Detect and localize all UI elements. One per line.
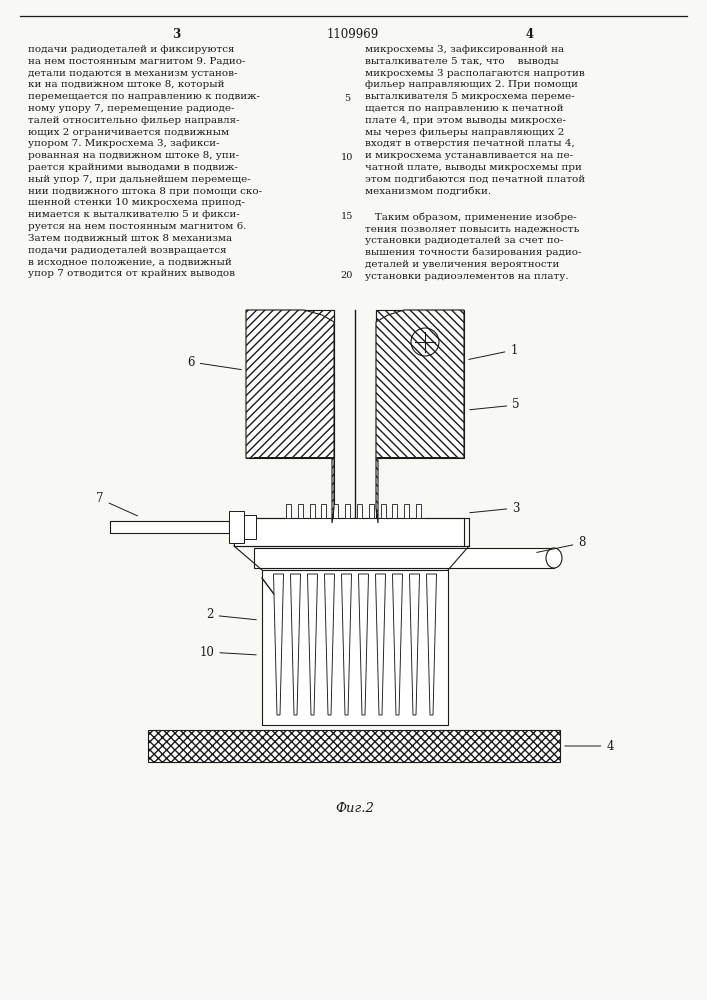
Text: Затем подвижный шток 8 механизма: Затем подвижный шток 8 механизма (28, 234, 232, 243)
Polygon shape (392, 574, 402, 715)
Text: плате 4, при этом выводы микросхе-: плате 4, при этом выводы микросхе- (365, 116, 566, 125)
Polygon shape (254, 458, 334, 523)
Text: выталкивателе 5 так, что    выводы: выталкивателе 5 так, что выводы (365, 57, 559, 66)
Bar (262, 570, 448, 725)
Text: шенной стенки 10 микросхема припод-: шенной стенки 10 микросхема припод- (28, 198, 245, 207)
Text: щается по направлению к печатной: щается по направлению к печатной (365, 104, 563, 113)
Text: в исходное положение, а подвижный: в исходное положение, а подвижный (28, 257, 232, 266)
Text: упором 7. Микросхема 3, зафикси-: упором 7. Микросхема 3, зафикси- (28, 139, 219, 148)
Text: и микросхема устанавливается на пе-: и микросхема устанавливается на пе- (365, 151, 573, 160)
Text: 4: 4 (565, 740, 614, 752)
Text: 15: 15 (341, 212, 354, 221)
Polygon shape (375, 574, 385, 715)
Polygon shape (274, 574, 284, 715)
Text: 1: 1 (469, 344, 518, 359)
Bar (246, 310, 334, 458)
Polygon shape (308, 574, 317, 715)
Bar (357, 504, 362, 518)
Text: перемещается по направлению к подвиж-: перемещается по направлению к подвиж- (28, 92, 260, 101)
Text: 3: 3 (469, 502, 520, 514)
Text: вышения точности базирования радио-: вышения точности базирования радио- (365, 248, 581, 257)
Text: тения позволяет повысить надежность: тения позволяет повысить надежность (365, 224, 579, 233)
Text: детали подаются в механизм установ-: детали подаются в механизм установ- (28, 69, 238, 78)
Text: ный упор 7, при дальнейшем перемеще-: ный упор 7, при дальнейшем перемеще- (28, 175, 251, 184)
Bar (416, 504, 421, 518)
Bar (333, 504, 339, 518)
Text: микросхемы 3, зафиксированной на: микросхемы 3, зафиксированной на (365, 45, 564, 54)
Ellipse shape (546, 548, 562, 568)
Text: деталей и увеличения вероятности: деталей и увеличения вероятности (365, 260, 559, 269)
Text: микросхемы 3 располагаются напротив: микросхемы 3 располагаются напротив (365, 69, 585, 78)
Bar (369, 504, 374, 518)
Text: 7: 7 (96, 492, 137, 516)
Bar (380, 504, 385, 518)
Text: Фиг.2: Фиг.2 (336, 802, 375, 815)
Bar (310, 504, 315, 518)
Polygon shape (358, 574, 368, 715)
Polygon shape (426, 574, 436, 715)
Text: чатной плате, выводы микросхемы при: чатной плате, выводы микросхемы при (365, 163, 582, 172)
Text: рается крайними выводами в подвиж-: рается крайними выводами в подвиж- (28, 163, 238, 172)
Text: ющих 2 ограничивается подвижным: ющих 2 ограничивается подвижным (28, 128, 229, 137)
Text: механизмом подгибки.: механизмом подгибки. (365, 187, 491, 196)
Text: 20: 20 (341, 271, 354, 280)
Text: на нем постоянным магнитом 9. Радио-: на нем постоянным магнитом 9. Радио- (28, 57, 245, 66)
Bar (345, 504, 350, 518)
Text: руется на нем постоянным магнитом 6.: руется на нем постоянным магнитом 6. (28, 222, 247, 231)
Text: выталкивателя 5 микросхема переме-: выталкивателя 5 микросхема переме- (365, 92, 575, 101)
Text: фильер направляющих 2. При помощи: фильер направляющих 2. При помощи (365, 80, 578, 89)
Text: упор 7 отводится от крайних выводов: упор 7 отводится от крайних выводов (28, 269, 235, 278)
Bar (392, 504, 397, 518)
Bar (254, 548, 554, 568)
Polygon shape (325, 574, 334, 715)
Text: мы через фильеры направляющих 2: мы через фильеры направляющих 2 (365, 128, 564, 137)
Polygon shape (376, 310, 464, 458)
Text: 6: 6 (187, 356, 241, 370)
Text: 5: 5 (469, 398, 520, 412)
Polygon shape (291, 574, 300, 715)
Polygon shape (341, 574, 351, 715)
Bar (376, 310, 464, 458)
Text: входят в отверстия печатной платы 4,: входят в отверстия печатной платы 4, (365, 139, 575, 148)
Text: установки радиоэлементов на плату.: установки радиоэлементов на плату. (365, 272, 568, 281)
Bar (286, 504, 291, 518)
Text: подачи радиодеталей и фиксируются: подачи радиодеталей и фиксируются (28, 45, 235, 54)
Text: 10: 10 (341, 153, 354, 162)
Text: нии подвижного штока 8 при помощи ско-: нии подвижного штока 8 при помощи ско- (28, 187, 262, 196)
Text: ному упору 7, перемещение радиоде-: ному упору 7, перемещение радиоде- (28, 104, 235, 113)
Bar (244, 515, 256, 539)
Polygon shape (409, 574, 419, 715)
Text: Таким образом, применение изобре-: Таким образом, применение изобре- (365, 213, 577, 222)
Text: этом подгибаются под печатной платой: этом подгибаются под печатной платой (365, 175, 585, 184)
Text: рованная на подвижном штоке 8, упи-: рованная на подвижном штоке 8, упи- (28, 151, 239, 160)
Text: 8: 8 (537, 536, 585, 552)
Text: ки на подвижном штоке 8, который: ки на подвижном штоке 8, который (28, 80, 225, 89)
Text: 10: 10 (199, 646, 256, 658)
Bar (148, 730, 560, 762)
Bar (110, 521, 229, 533)
Text: 5: 5 (344, 94, 350, 103)
Text: подачи радиодеталей возвращается: подачи радиодеталей возвращается (28, 246, 227, 255)
Text: нимается к выталкивателю 5 и фикси-: нимается к выталкивателю 5 и фикси- (28, 210, 240, 219)
Bar (322, 504, 327, 518)
Text: 1109969: 1109969 (327, 28, 379, 41)
Bar (229, 511, 244, 543)
Text: 4: 4 (526, 28, 534, 41)
Polygon shape (246, 310, 334, 458)
Polygon shape (376, 458, 456, 523)
Text: талей относительно фильер направля-: талей относительно фильер направля- (28, 116, 240, 125)
Bar (404, 504, 409, 518)
Bar (234, 518, 464, 546)
Bar (298, 504, 303, 518)
Text: установки радиодеталей за счет по-: установки радиодеталей за счет по- (365, 236, 563, 245)
Text: 2: 2 (206, 608, 256, 621)
Text: 3: 3 (172, 28, 180, 41)
